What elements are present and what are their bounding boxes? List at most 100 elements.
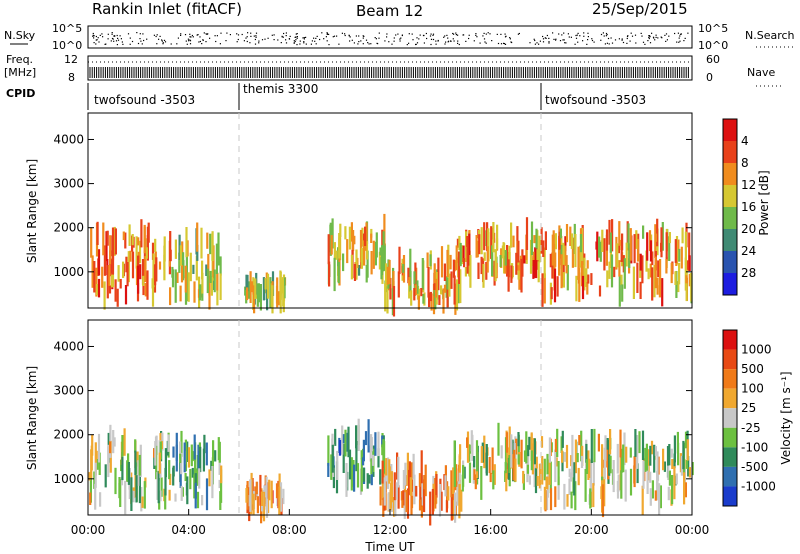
nsky-point [328,44,330,46]
scatter-cell [167,434,170,452]
scatter-cell [641,255,644,284]
nsky-point [542,38,545,40]
scatter-cell [606,270,609,288]
nsky-point [299,43,301,45]
scatter-cell [337,262,340,284]
nsky-point [159,35,161,37]
scatter-cell [690,272,693,302]
scatter-cell [94,462,97,488]
scatter-cell [670,448,673,458]
scatter-cell [685,269,688,302]
scatter-cell [130,477,133,511]
scatter-cell [205,442,208,466]
scatter-cell [649,445,652,466]
scatter-cell [542,240,545,257]
scatter-cell [629,447,632,458]
scatter-cell [635,230,638,249]
scatter-cell [629,228,632,261]
nsky-point [261,39,264,41]
scatter-cell [212,245,215,279]
nsky-point [303,37,305,39]
scatter-cell [185,482,188,496]
scatter-cell [654,446,657,456]
scatter-cell [654,233,658,242]
nsky-point [358,41,360,43]
scatter-cell [350,254,353,280]
scatter-cell [477,262,480,279]
scatter-cell [450,470,453,498]
time-x-axis: 00:00 04:00 08:00 12:00 16:00 20:00 00:00 [71,509,709,537]
scatter-cell [506,447,509,463]
scatter-cell [651,267,654,301]
scatter-cell [578,272,581,302]
scatter-cell [541,456,544,485]
scatter-cell [563,483,566,510]
scatter-cell [517,240,520,263]
nsky-point [113,35,115,37]
scatter-cell [147,222,150,243]
beam-title: Beam 12 [356,2,423,20]
nsky-point [192,36,194,38]
scatter-cell [458,489,461,519]
scatter-cell [370,233,373,243]
nsky-point [321,32,323,34]
power-scatter [90,213,693,317]
scatter-cell [382,231,385,261]
nsky-point [377,43,379,45]
nsky-point [189,33,191,35]
nsky-point [587,36,589,38]
scatter-cell [339,223,342,237]
scatter-cell [426,252,429,268]
scatter-cell [511,266,514,278]
scatter-cell [138,240,142,264]
nsky-point [468,37,470,40]
scatter-cell [511,439,514,459]
scatter-cell [576,453,579,463]
scatter-cell [353,235,356,245]
nsky-point [452,32,454,35]
scatter-cell [438,295,441,305]
scatter-cell [533,235,536,244]
velocity-colorbar: 1000 500 100 25 -25 -100 -500 -1000 [722,329,776,507]
scatter-cell [603,238,606,271]
nsky-point [435,43,437,45]
nsky-point [553,38,555,40]
scatter-cell [406,452,409,486]
scatter-cell [397,456,400,488]
nsky-point [348,35,350,37]
scatter-cell [636,463,639,484]
scatter-cell [175,432,178,461]
scatter-cell [620,246,623,262]
nsky-point [295,39,297,41]
scatter-cell [632,266,635,299]
colorbar-tick-label: 24 [741,244,756,258]
scatter-cell [516,226,519,255]
nsky-point [202,39,204,41]
scatter-cell [680,455,683,476]
scatter-cell [540,436,544,448]
scatter-cell [633,465,636,484]
colorbar-tick-label: 20 [741,222,756,236]
nsky-point [250,35,252,37]
scatter-cell [649,263,652,278]
nsky-point [391,43,393,45]
y-tick-label: 3000 [53,384,84,398]
scatter-cell [606,440,609,468]
nsky-point [399,38,401,40]
scatter-cell [379,247,382,256]
nsky-point [285,39,287,41]
scatter-cell [656,451,659,485]
scatter-cell [487,228,490,248]
nsky-point [258,40,260,42]
scatter-cell [568,468,571,478]
x-tick-label: 20:00 [574,523,609,537]
scatter-cell [154,441,157,466]
colorbar-frame [722,118,738,296]
nsky-point [255,35,257,37]
scatter-cell [460,489,463,512]
nsky-point [113,35,115,37]
nsky-point [593,41,595,43]
nsky-point [326,32,328,34]
scatter-cell [380,263,384,273]
nsky-point [479,42,481,44]
